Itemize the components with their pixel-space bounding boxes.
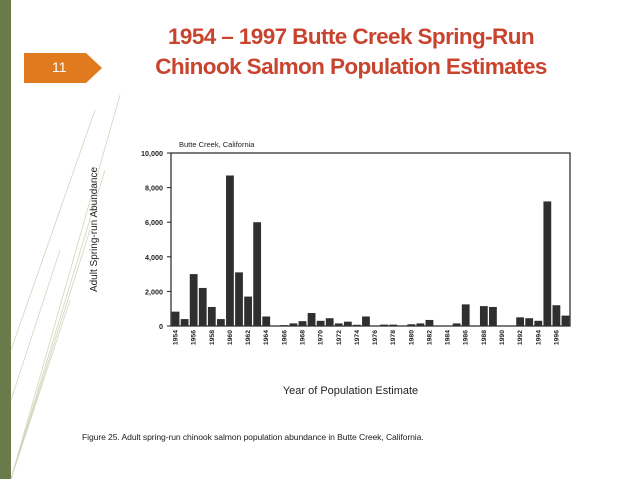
bar-1994 <box>534 320 543 326</box>
x-tick-label: 1968 <box>299 330 306 345</box>
bar-1962 <box>244 296 252 326</box>
bar-1996 <box>552 305 561 326</box>
bar-1995 <box>543 201 552 326</box>
x-tick-label: 1974 <box>354 330 361 345</box>
x-tick-label: 1980 <box>408 330 415 345</box>
bar-1988 <box>479 306 488 326</box>
bar-1955 <box>180 319 189 326</box>
x-tick-label: 1976 <box>372 330 379 345</box>
bar-1985 <box>452 323 461 326</box>
slide-number-shape <box>24 53 102 83</box>
slide-number: 11 <box>52 59 67 75</box>
y-tick-label: 2,000 <box>145 287 163 296</box>
x-axis-label: Year of Population Estimate <box>283 385 418 397</box>
x-tick-label: 1992 <box>517 330 524 345</box>
slide-number-tab: 11 <box>24 53 102 83</box>
bar-1971 <box>325 318 334 326</box>
bar-1982 <box>425 319 434 326</box>
x-tick-label: 1970 <box>318 330 325 345</box>
bar-1964 <box>262 316 271 326</box>
x-tick-label: 1972 <box>336 330 343 345</box>
bar-1958 <box>207 306 216 326</box>
bar-1993 <box>525 318 534 326</box>
x-tick-label: 1996 <box>553 330 560 345</box>
bar-1981 <box>416 323 425 326</box>
slide-title: 1954 – 1997 Butte Creek Spring-Run Chino… <box>112 22 590 82</box>
abundance-bar-chart: Butte Creek, California 0 2,000 4,000 6,000 8… <box>89 140 571 397</box>
bar-1997 <box>561 315 570 326</box>
x-tick-label: 1966 <box>281 330 288 345</box>
y-axis-label: Adult Spring-run Abundance <box>89 167 100 293</box>
bar-1989 <box>489 306 497 326</box>
bar-1963 <box>253 222 262 326</box>
y-tick-label: 4,000 <box>145 253 163 262</box>
bar-1966 <box>280 325 289 326</box>
x-tick-label: 1978 <box>390 330 397 345</box>
chart-figure: Butte Creek, California 0 2,000 4,000 6,000 8… <box>80 128 590 458</box>
x-tick-label: 1990 <box>499 330 506 345</box>
y-tick-label: 8,000 <box>145 184 163 193</box>
y-tick-label: 6,000 <box>145 218 163 227</box>
x-tick-label: 1982 <box>426 330 433 345</box>
x-tick-label: 1954 <box>173 330 180 345</box>
slide-title-line1: 1954 – 1997 Butte Creek Spring-Run <box>168 24 535 49</box>
bar-1977 <box>380 324 389 326</box>
x-tick-label: 1958 <box>209 330 216 345</box>
bar-1970 <box>316 320 325 326</box>
x-tick-label: 1964 <box>263 330 270 345</box>
bar-1961 <box>235 272 243 326</box>
bar-1968 <box>298 321 307 326</box>
x-tick-label: 1988 <box>481 330 488 345</box>
figure-caption: Figure 25. Adult spring-run chinook salm… <box>82 432 424 442</box>
x-tick-label: 1962 <box>245 330 252 345</box>
plot-frame <box>170 152 571 327</box>
bar-1960 <box>226 175 234 326</box>
decorative-lines <box>10 94 121 479</box>
left-accent-bar <box>0 0 11 479</box>
bar-1959 <box>216 319 225 326</box>
bar-1967 <box>289 323 298 326</box>
bar-1974 <box>352 324 361 326</box>
bar-1980 <box>407 324 416 326</box>
x-tick-label: 1960 <box>227 330 234 345</box>
x-tick-label: 1984 <box>445 330 452 345</box>
y-tick-label: 0 <box>159 322 163 331</box>
x-tick-label: 1986 <box>463 330 470 345</box>
x-tick-label: 1956 <box>191 330 198 345</box>
y-tick-label: 10,000 <box>141 149 163 158</box>
bar-1954 <box>171 311 180 326</box>
bar-1972 <box>334 323 343 326</box>
bar-1975 <box>362 316 370 326</box>
bar-1956 <box>189 274 198 326</box>
bar-1957 <box>198 287 207 326</box>
x-tick-label: 1994 <box>535 330 542 345</box>
bar-1973 <box>343 321 352 326</box>
bar-1992 <box>516 317 525 326</box>
bar-1978 <box>389 324 398 326</box>
bar-1969 <box>307 313 316 326</box>
slide-title-line2: Chinook Salmon Population Estimates <box>155 54 547 79</box>
chart-title: Butte Creek, California <box>179 140 255 149</box>
bar-1986 <box>461 304 470 326</box>
